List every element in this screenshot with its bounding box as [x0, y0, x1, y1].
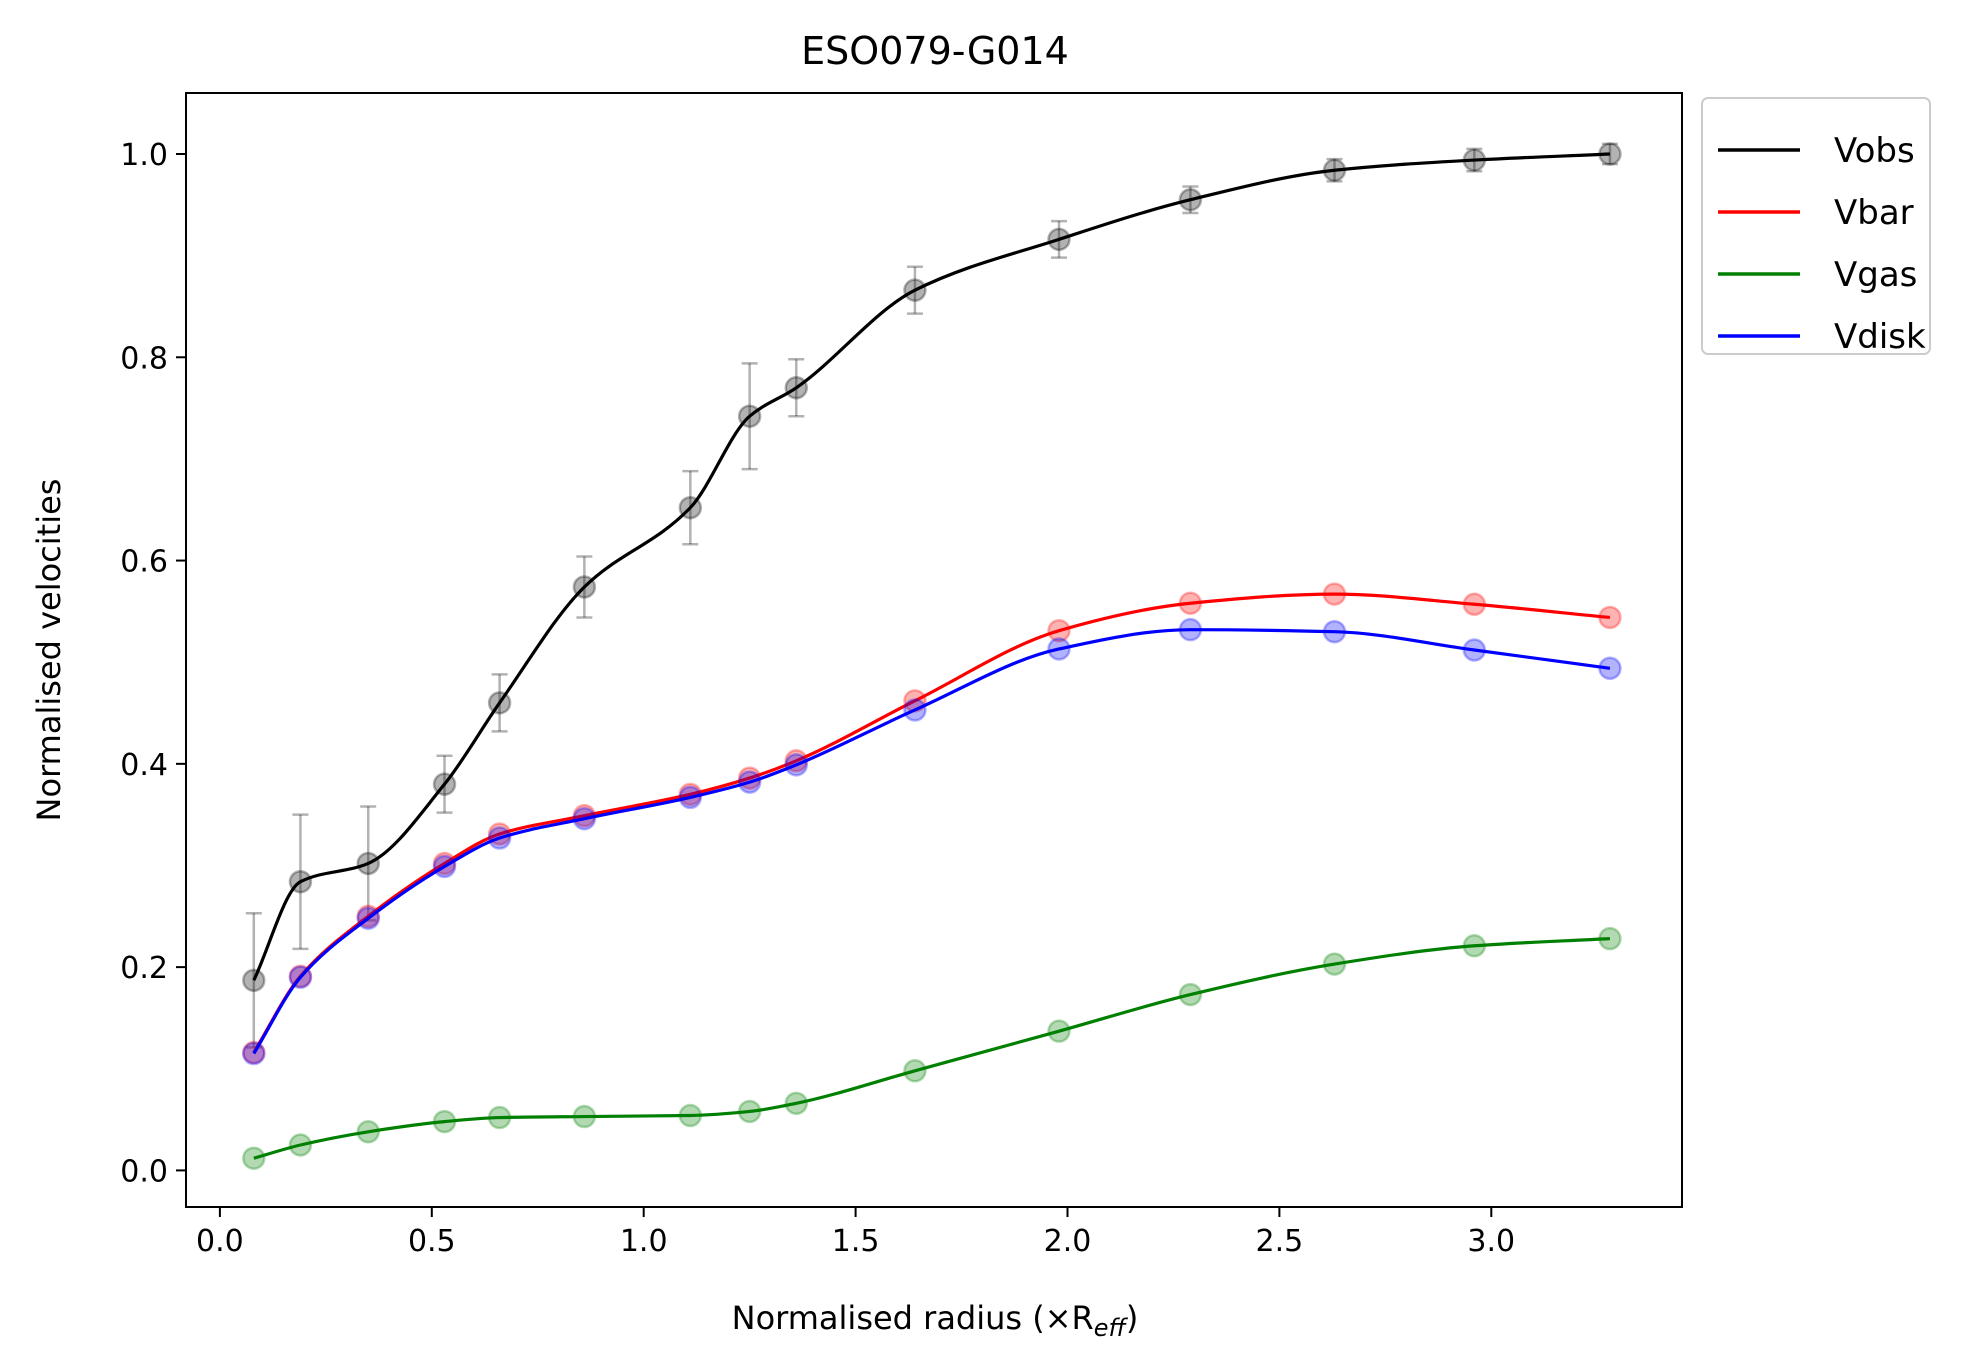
y-tick-label: 0.8 — [120, 341, 168, 376]
legend-label-vobs: Vobs — [1834, 131, 1915, 171]
x-tick-label: 2.5 — [1256, 1224, 1304, 1259]
plot-layer — [242, 142, 1622, 1170]
y-axis-label: Normalised velocities — [30, 479, 68, 822]
x-tick-label: 3.0 — [1467, 1224, 1515, 1259]
x-axis-label: Normalised radius (×Reff) — [732, 1299, 1139, 1342]
vobs-line — [252, 152, 1611, 982]
legend-label-vbar: Vbar — [1834, 193, 1914, 233]
legend: Vobs Vbar Vgas Vdisk — [1701, 97, 1931, 357]
x-tick-label: 2.0 — [1044, 1224, 1092, 1259]
plot-frame — [185, 92, 1683, 1208]
vobs-error-bar — [1601, 142, 1618, 166]
series-vgas — [242, 926, 1622, 1170]
x-axis-label-subscript: eff — [1094, 1314, 1129, 1342]
series-vobs — [242, 142, 1622, 1049]
y-tick-label: 0.2 — [120, 951, 168, 986]
series-vdisk — [242, 617, 1622, 1066]
vdisk-line — [252, 628, 1611, 1055]
x-tick-label: 0.0 — [196, 1224, 244, 1259]
x-tick-label: 1.5 — [832, 1224, 880, 1259]
y-axis: 0.0 0.2 0.4 0.6 0.8 1.0 — [120, 138, 186, 1189]
legend-label-vgas: Vgas — [1834, 255, 1917, 295]
x-axis-label-close: ) — [1126, 1299, 1138, 1337]
vdisk-point — [242, 1041, 266, 1066]
vgas-point — [242, 1146, 266, 1170]
x-tick-label: 0.5 — [408, 1224, 456, 1259]
x-axis: 0.0 0.5 1.0 1.5 2.0 2.5 3.0 — [196, 1207, 1515, 1259]
y-tick-label: 1.0 — [120, 138, 168, 173]
y-tick-label: 0.4 — [120, 748, 168, 783]
vbar-line — [252, 592, 1611, 1054]
y-tick-label: 0.0 — [120, 1154, 168, 1189]
vgas-line — [253, 937, 1611, 1160]
legend-box — [1701, 97, 1931, 355]
chart-title: ESO079-G014 — [801, 29, 1069, 73]
x-tick-label: 1.0 — [620, 1224, 668, 1259]
y-tick-label: 0.6 — [120, 545, 168, 580]
legend-label-vdisk: Vdisk — [1834, 317, 1926, 357]
